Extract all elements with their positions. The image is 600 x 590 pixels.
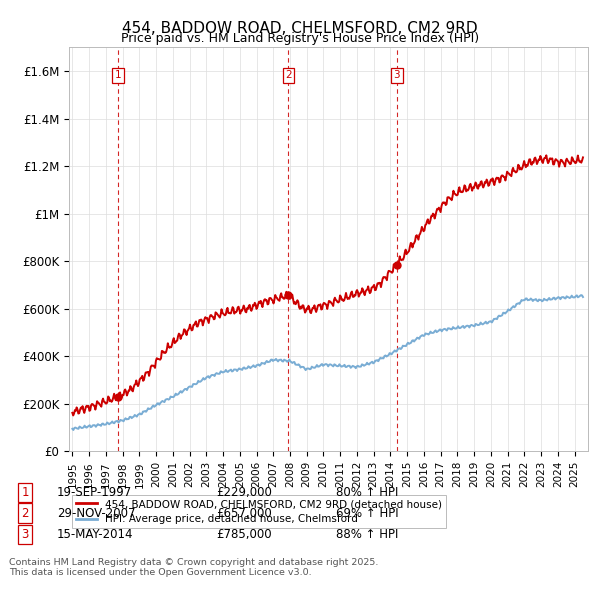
Text: 3: 3 — [394, 70, 400, 80]
Text: 29-NOV-2007: 29-NOV-2007 — [57, 507, 136, 520]
Text: 80% ↑ HPI: 80% ↑ HPI — [336, 486, 398, 499]
Text: 19-SEP-1997: 19-SEP-1997 — [57, 486, 132, 499]
Text: 15-MAY-2014: 15-MAY-2014 — [57, 528, 133, 541]
Text: £229,000: £229,000 — [216, 486, 272, 499]
Text: Contains HM Land Registry data © Crown copyright and database right 2025.
This d: Contains HM Land Registry data © Crown c… — [9, 558, 379, 577]
Text: 69% ↑ HPI: 69% ↑ HPI — [336, 507, 398, 520]
Text: 2: 2 — [22, 507, 29, 520]
Text: £785,000: £785,000 — [216, 528, 272, 541]
Text: 2: 2 — [285, 70, 292, 80]
Legend: 454, BADDOW ROAD, CHELMSFORD, CM2 9RD (detached house), HPI: Average price, deta: 454, BADDOW ROAD, CHELMSFORD, CM2 9RD (d… — [71, 495, 446, 529]
Text: 1: 1 — [22, 486, 29, 499]
Text: Price paid vs. HM Land Registry's House Price Index (HPI): Price paid vs. HM Land Registry's House … — [121, 32, 479, 45]
Text: £657,000: £657,000 — [216, 507, 272, 520]
Text: 454, BADDOW ROAD, CHELMSFORD, CM2 9RD: 454, BADDOW ROAD, CHELMSFORD, CM2 9RD — [122, 21, 478, 35]
Text: 3: 3 — [22, 528, 29, 541]
Text: 88% ↑ HPI: 88% ↑ HPI — [336, 528, 398, 541]
Text: 1: 1 — [115, 70, 121, 80]
